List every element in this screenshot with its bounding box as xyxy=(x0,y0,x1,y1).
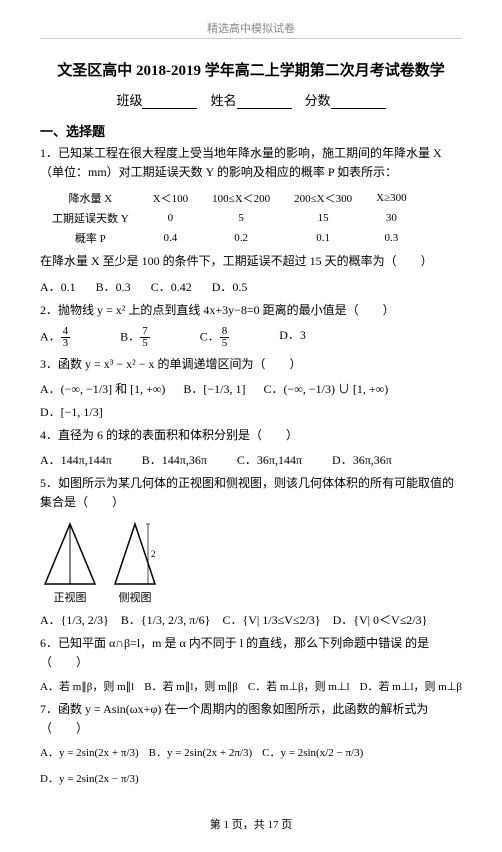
side-view-icon: 2 xyxy=(110,519,160,589)
q7-stem: 7．函数 y = Asin(ωx+φ) 在一个周期内的图象如图所示，此函数的解析… xyxy=(40,700,462,738)
cell: 5 xyxy=(200,208,282,228)
opt-c[interactable]: C．{V| 1/3≤V≤2/3} xyxy=(222,611,320,628)
table-row: 降水量 X X＜100 100≤X＜200 200≤X＜300 X≥300 xyxy=(40,188,419,208)
frac-num: 4 xyxy=(61,326,71,337)
opt-b[interactable]: B．{1/3, 2/3, π/6} xyxy=(121,611,211,628)
frac-num: 7 xyxy=(140,326,150,337)
front-view-icon xyxy=(40,519,100,589)
opt-b[interactable]: B．75 xyxy=(120,326,150,349)
opt-a[interactable]: A．若 m∥β，则 m∥l xyxy=(40,678,134,694)
q2-stem: 2．抛物线 y = x² 上的点到直线 4x+3y−8=0 距离的最小值是（ ） xyxy=(40,301,462,320)
opt-label: A． xyxy=(40,329,61,343)
cell: 0.4 xyxy=(141,228,200,248)
label-name: 姓名 xyxy=(210,93,236,108)
running-header: 精选高中模拟试卷 xyxy=(40,20,462,39)
table-row: 工期延误天数 Y 0 5 15 30 xyxy=(40,208,419,228)
opt-d[interactable]: D．[−1, 1/3] xyxy=(40,403,103,420)
q6-options: A．若 m∥β，则 m∥l B．若 m∥l，则 m∥β C．若 m⊥β，则 m⊥… xyxy=(40,678,462,694)
q1-stem1: 1．已知某工程在很大程度上受当地年降水量的影响，施工期间的年降水量 X（单位：m… xyxy=(40,144,462,182)
label-score: 分数 xyxy=(305,93,331,108)
q4-options: A．144π,144π B．144π,36π C．36π,144π D．36π,… xyxy=(40,451,462,468)
cell: 降水量 X xyxy=(40,188,141,208)
opt-c[interactable]: C．0.42 xyxy=(151,278,192,295)
opt-b[interactable]: B．144π,36π xyxy=(142,451,207,468)
opt-a[interactable]: A．43 xyxy=(40,326,70,349)
opt-c[interactable]: C．若 m⊥β，则 m⊥l xyxy=(248,678,350,694)
q3-stem: 3．函数 y = x³ − x² − x 的单调递增区间为（ ） xyxy=(40,355,462,374)
opt-c[interactable]: C．36π,144π xyxy=(237,451,302,468)
q1-table: 降水量 X X＜100 100≤X＜200 200≤X＜300 X≥300 工期… xyxy=(40,188,419,248)
opt-label: C． xyxy=(200,329,220,343)
opt-c[interactable]: C．(−∞, −1/3) ∪ [1, +∞) xyxy=(264,380,389,397)
q6-stem: 6．已知平面 α∩β=l，m 是 α 内不同于 l 的直线，那么下列命题中错误 … xyxy=(40,634,462,672)
opt-a[interactable]: A．0.1 xyxy=(40,278,76,295)
cell: X＜100 xyxy=(141,188,200,208)
opt-b[interactable]: B．y = 2sin(2x + 2π/3) xyxy=(149,744,253,760)
opt-b[interactable]: B．若 m∥l，则 m∥β xyxy=(144,678,238,694)
fill-info-line: 班级 姓名 分数 xyxy=(40,90,462,109)
q1-stem2: 在降水量 X 至少是 100 的条件下，工期延误不超过 15 天的概率为（ ） xyxy=(40,252,462,271)
cell: 0.1 xyxy=(282,228,364,248)
q3-options-2: D．[−1, 1/3] xyxy=(40,403,462,420)
q7-options: A．y = 2sin(2x + π/3) B．y = 2sin(2x + 2π/… xyxy=(40,744,462,786)
cell: 200≤X＜300 xyxy=(282,188,364,208)
opt-d[interactable]: D．{V| 0＜V≤2/3} xyxy=(333,611,428,628)
opt-label: B． xyxy=(120,329,140,343)
table-row: 概率 P 0.4 0.2 0.1 0.3 xyxy=(40,228,419,248)
opt-d[interactable]: D．y = 2sin(2x − π/3) xyxy=(40,770,139,786)
opt-c[interactable]: C．85 xyxy=(200,326,230,349)
cell: 概率 P xyxy=(40,228,141,248)
opt-b[interactable]: B．0.3 xyxy=(96,278,131,295)
blank-class[interactable] xyxy=(142,96,197,109)
q1-options: A．0.1 B．0.3 C．0.42 D．0.5 xyxy=(40,278,462,295)
opt-a[interactable]: A．(−∞, −1/3] 和 [1, +∞) xyxy=(40,380,165,397)
opt-b[interactable]: B．[−1/3, 1] xyxy=(183,380,245,397)
cell: 工期延误天数 Y xyxy=(40,208,141,228)
frac-den: 3 xyxy=(61,337,71,349)
cell: 15 xyxy=(282,208,364,228)
frac-num: 8 xyxy=(220,326,230,337)
cell: 0.2 xyxy=(200,228,282,248)
opt-d[interactable]: D．36π,36π xyxy=(332,451,392,468)
cell: 0.3 xyxy=(364,228,418,248)
front-view-caption: 正视图 xyxy=(40,589,100,605)
q4-stem: 4．直径为 6 的球的表面积和体积分别是（ ） xyxy=(40,426,462,445)
opt-c[interactable]: C．y = 2sin(x/2 − π/3) xyxy=(262,744,363,760)
opt-d[interactable]: D．3 xyxy=(279,326,306,349)
frac-den: 5 xyxy=(220,337,230,349)
opt-a[interactable]: A．144π,144π xyxy=(40,451,112,468)
opt-a[interactable]: A．{1/3, 2/3} xyxy=(40,611,109,628)
cell: 0 xyxy=(141,208,200,228)
cell: X≥300 xyxy=(364,188,418,208)
blank-name[interactable] xyxy=(237,96,292,109)
q5-options: A．{1/3, 2/3} B．{1/3, 2/3, π/6} C．{V| 1/3… xyxy=(40,611,462,628)
opt-d[interactable]: D．若 m⊥l，则 m⊥β xyxy=(360,678,462,694)
opt-a[interactable]: A．y = 2sin(2x + π/3) xyxy=(40,744,139,760)
side-view-caption: 侧视图 xyxy=(110,589,160,605)
q3-options: A．(−∞, −1/3] 和 [1, +∞) B．[−1/3, 1] C．(−∞… xyxy=(40,380,462,397)
label-class: 班级 xyxy=(116,93,142,108)
exam-title: 文圣区高中 2018-2019 学年高二上学期第二次月考试卷数学 xyxy=(40,59,462,80)
q2-options: A．43 B．75 C．85 D．3 xyxy=(40,326,462,349)
section-1-title: 一、选择题 xyxy=(40,121,462,140)
frac-den: 5 xyxy=(140,337,150,349)
q5-stem: 5．如图所示为某几何体的正视图和侧视图，则该几何体体积的所有可能取值的集合是（ … xyxy=(40,474,462,512)
q5-figures: 正视图 2 侧视图 xyxy=(40,519,462,605)
opt-d[interactable]: D．0.5 xyxy=(212,278,248,295)
cell: 100≤X＜200 xyxy=(200,188,282,208)
blank-score[interactable] xyxy=(331,96,386,109)
cell: 30 xyxy=(364,208,418,228)
page-footer: 第 1 页，共 17 页 xyxy=(40,816,462,832)
svg-text:2: 2 xyxy=(151,549,156,559)
